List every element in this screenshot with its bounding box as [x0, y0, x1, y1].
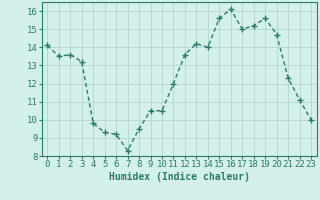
X-axis label: Humidex (Indice chaleur): Humidex (Indice chaleur) [109, 172, 250, 182]
